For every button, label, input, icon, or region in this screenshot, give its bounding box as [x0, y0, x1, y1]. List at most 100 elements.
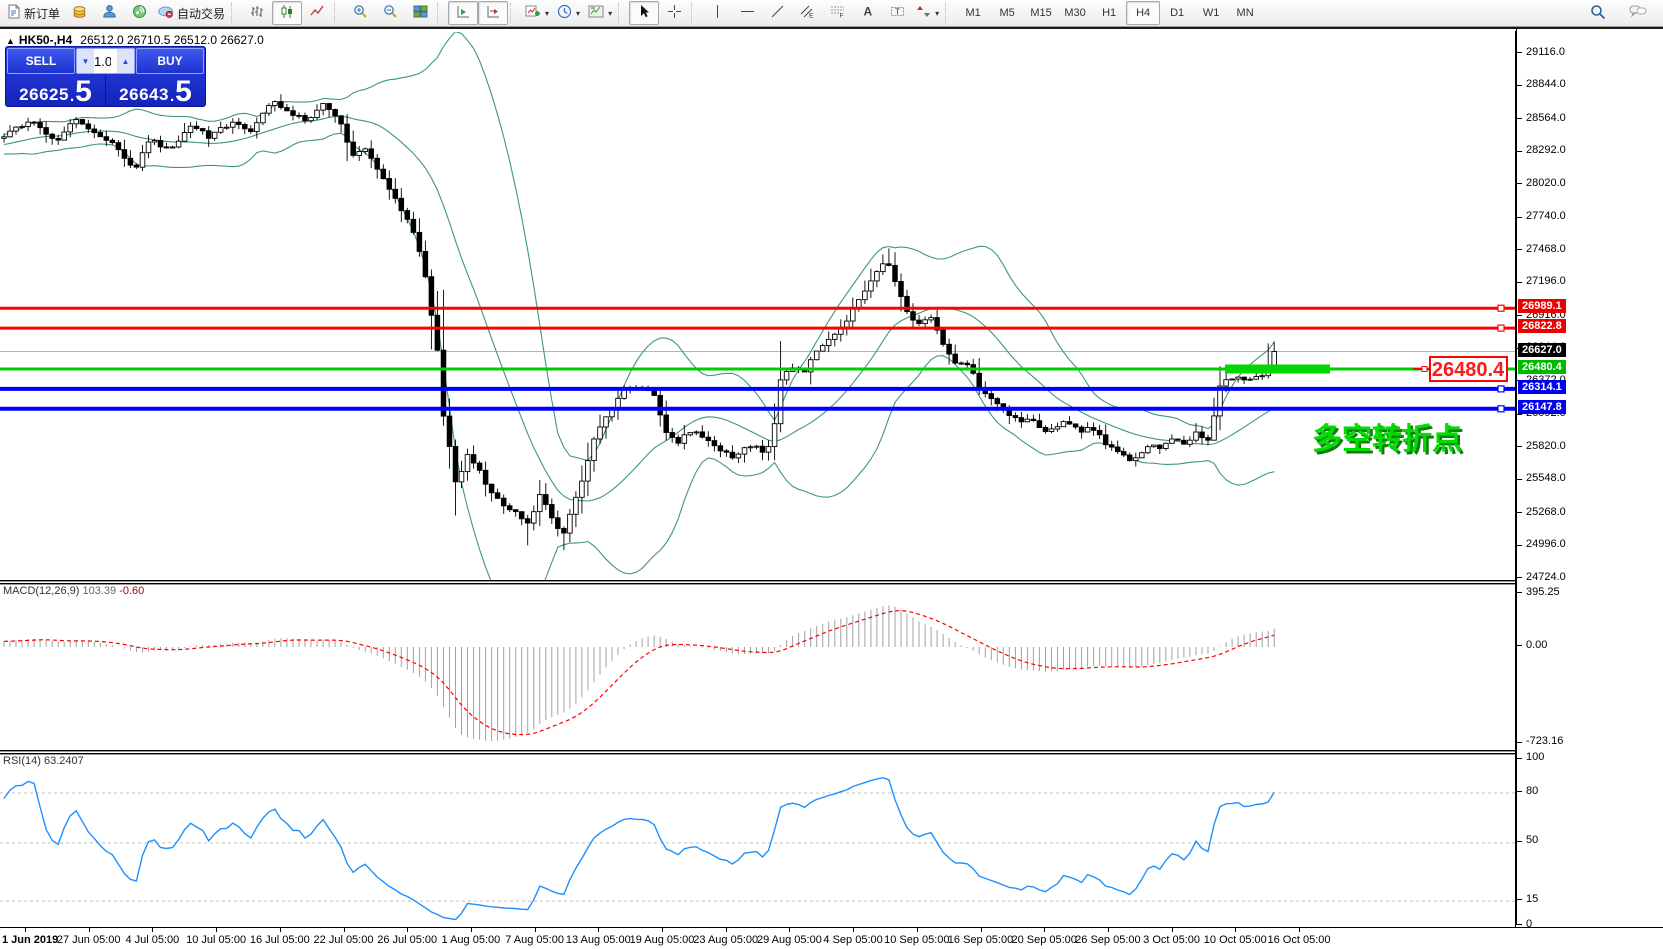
bar-chart-button[interactable] [242, 1, 272, 25]
chat-button[interactable] [1623, 1, 1653, 25]
candlestick-button[interactable] [272, 1, 303, 25]
chart-shift-button[interactable] [478, 1, 509, 25]
zoom-in-button[interactable] [345, 1, 375, 25]
timeframe-w1-button[interactable]: W1 [1202, 7, 1220, 19]
cursor-button[interactable] [629, 1, 660, 25]
svg-text:T: T [895, 8, 900, 17]
timeframe-mn-button[interactable]: MN [1236, 7, 1254, 19]
time-tick [1299, 928, 1300, 932]
axis-tick [1517, 315, 1522, 316]
annotation-note-text[interactable]: 多空转折点 [1312, 423, 1462, 456]
axis-tick [1517, 478, 1522, 480]
sell-price[interactable]: 26625. 5 [6, 75, 106, 107]
fibonacci-button[interactable]: F [822, 1, 852, 25]
price-tick-label: 25268.0 [1526, 505, 1566, 518]
line-chart-button[interactable] [302, 1, 332, 25]
time-tick [853, 928, 855, 932]
time-tick [1107, 928, 1109, 932]
time-tick-label: 20 Sep 05:00 [1011, 934, 1077, 946]
autotrading-button[interactable]: 自动交易 [154, 1, 229, 25]
buy-button[interactable]: BUY [136, 48, 204, 74]
time-tick [216, 928, 218, 932]
axis-tick [1517, 84, 1522, 86]
axis-tick [1517, 544, 1522, 546]
indicators-button[interactable]: ▾ [521, 1, 553, 25]
buy-price[interactable]: 26643. 5 [119, 75, 192, 108]
periods-button[interactable]: ▾ [553, 1, 584, 25]
horizontal-line-button[interactable] [732, 1, 762, 25]
bollinger-band [3, 115, 1275, 502]
toolbar-separator [437, 3, 446, 23]
community-button[interactable] [94, 1, 124, 25]
auto-scroll-button[interactable] [448, 1, 479, 25]
candlestick-icon [280, 4, 295, 22]
deposit-button[interactable] [64, 1, 94, 25]
volume-input[interactable] [94, 49, 117, 73]
time-axis[interactable]: 1 Jun 2019 27 Jun 05:00 4 Jul 05:00 10 Jul … [0, 927, 1663, 949]
toolbar-separator [691, 3, 700, 23]
crosshair-button[interactable] [659, 1, 689, 25]
svg-text:F: F [839, 13, 843, 20]
price-callout-box[interactable] [1429, 356, 1508, 382]
timeframe-h4-button[interactable]: H4 [1126, 1, 1161, 25]
text-button[interactable]: A [852, 1, 882, 25]
timeframe-m15-button[interactable]: M15 [1030, 7, 1052, 19]
toolbar-separator [510, 3, 519, 23]
timeframe-d1-button[interactable]: D1 [1170, 7, 1185, 19]
time-tick-label: 13 Aug 05:00 [565, 934, 631, 946]
time-tick [470, 928, 472, 932]
time-tick [980, 928, 982, 932]
price-tick-label: 28564.0 [1526, 111, 1566, 124]
templates-button[interactable]: ▾ [584, 1, 616, 25]
time-tick-label: 29 Aug 05:00 [756, 934, 822, 946]
bar-chart-icon [250, 4, 265, 22]
volume-decrease-button[interactable]: ▼ [77, 49, 94, 73]
arrows-button[interactable]: ▾ [912, 1, 943, 25]
timeframe-m5-button[interactable]: M5 [999, 7, 1015, 19]
highlight-segment[interactable] [1225, 364, 1330, 374]
coins-icon [72, 4, 87, 22]
new-order-icon [6, 4, 21, 22]
profile-icon [102, 4, 117, 22]
rsi-tick-label: 15 [1526, 892, 1539, 905]
price-tick-label: 28844.0 [1526, 78, 1566, 90]
time-tick-label: 4 Sep 05:00 [823, 934, 883, 946]
timeframe-m1-button[interactable]: M1 [965, 7, 981, 19]
time-tick [916, 928, 918, 932]
chart-title: ▲ HK50-,H4 26512.0 26710.5 26512.0 26627.0 [6, 33, 264, 47]
zoom-out-button[interactable] [375, 1, 405, 25]
time-tick-label: 7 Aug 05:00 [505, 934, 564, 946]
cursor-icon [637, 4, 652, 22]
rsi-tick-label: 80 [1526, 784, 1539, 797]
volume-increase-button[interactable]: ▲ [117, 49, 134, 73]
new-order-button[interactable]: 新订单 [2, 1, 64, 25]
axis-tick [1517, 645, 1522, 646]
chat-icon [1629, 4, 1647, 22]
channel-button[interactable]: E [792, 1, 822, 25]
time-tick-label: 1 Jun 2019 [2, 934, 59, 946]
macd-tick-label: 0.00 [1526, 638, 1548, 651]
indicators-icon [525, 4, 541, 22]
tile-windows-button[interactable] [405, 1, 435, 25]
sell-button[interactable]: SELL [7, 48, 75, 74]
time-tick [1171, 928, 1173, 932]
search-button[interactable] [1583, 1, 1613, 25]
axis-tick [1517, 413, 1522, 415]
price-tick-label: 24996.0 [1526, 538, 1566, 550]
text-icon: A [860, 4, 875, 22]
svg-text:多空转折点: 多空转折点 [1315, 426, 1465, 459]
text-label-button[interactable]: T [882, 1, 912, 25]
time-tick-label: 22 Jul 05:00 [313, 934, 374, 946]
zoom-out-icon [383, 4, 398, 22]
search-icon [1590, 4, 1606, 23]
timeframe-m30-button[interactable]: M30 [1064, 7, 1086, 19]
price-tick-label: 25820.0 [1526, 439, 1566, 452]
trendline-button[interactable] [762, 1, 792, 25]
timeframe-h1-button[interactable]: H1 [1102, 7, 1117, 19]
collapse-triangle-icon[interactable]: ▲ [6, 36, 15, 46]
signals-button[interactable] [124, 1, 154, 25]
vertical-line-button[interactable] [702, 1, 732, 25]
bollinger-band [3, 32, 1275, 462]
axis-tick [1517, 791, 1522, 792]
